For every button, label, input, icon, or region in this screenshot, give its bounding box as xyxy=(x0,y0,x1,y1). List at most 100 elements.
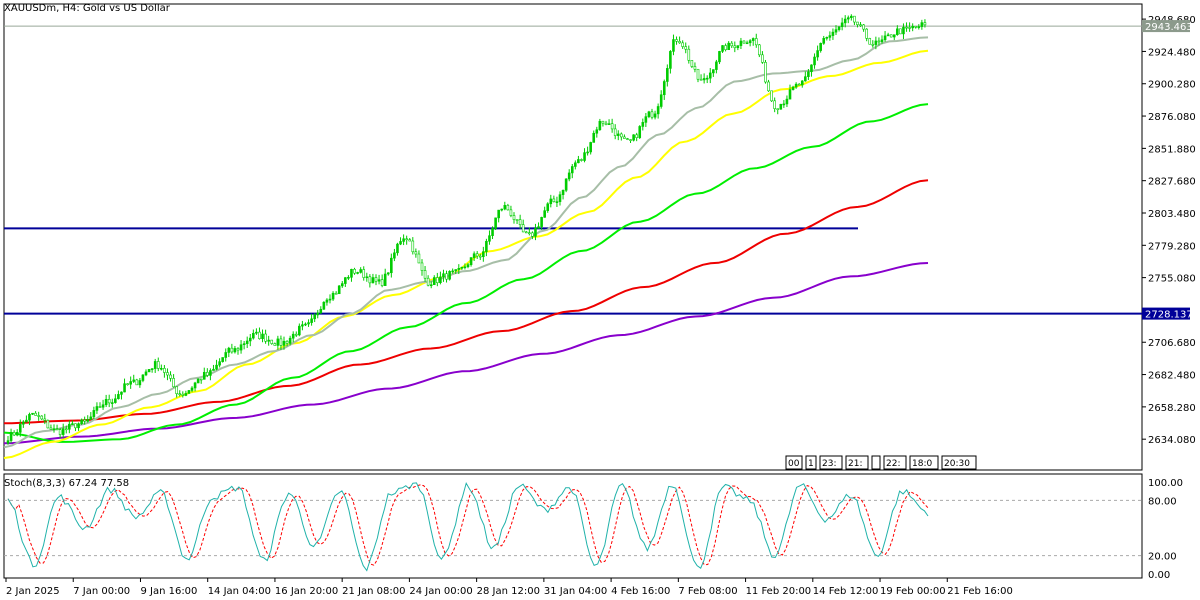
candle-body xyxy=(37,415,40,417)
x-tick-label: 14 Feb 12:00 xyxy=(813,586,879,597)
candle-body xyxy=(908,27,911,29)
candle-body xyxy=(724,45,727,51)
candle-body xyxy=(537,226,540,229)
candle-body xyxy=(230,347,234,353)
candle-body xyxy=(291,333,295,339)
candle-body xyxy=(561,190,565,195)
candle-body xyxy=(472,253,476,258)
candle-body xyxy=(359,269,362,273)
ma-red-line xyxy=(3,179,929,425)
candle-body xyxy=(822,38,826,44)
candle-body xyxy=(417,253,421,264)
candle-body xyxy=(528,232,531,235)
candle-body xyxy=(748,40,752,44)
current-price-tag xyxy=(1142,20,1190,33)
candle-body xyxy=(794,83,798,88)
candle-body xyxy=(138,380,142,386)
candle-body xyxy=(555,201,559,203)
candle-body xyxy=(791,86,795,90)
candle-body xyxy=(896,28,899,36)
stoch-level-label: 100.00 xyxy=(1148,478,1183,489)
candle-body xyxy=(831,31,835,36)
candle-body xyxy=(776,108,780,110)
candle-body xyxy=(22,421,25,425)
candle-body xyxy=(764,62,767,83)
candle-body xyxy=(730,42,734,47)
candle-body xyxy=(396,243,399,254)
candle-body xyxy=(40,415,44,420)
candle-body xyxy=(432,277,436,286)
candle-body xyxy=(739,40,743,46)
candle-body xyxy=(356,272,359,274)
candle-body xyxy=(365,276,369,279)
stoch-level-label: 20.00 xyxy=(1148,552,1177,563)
candle-body xyxy=(779,103,783,110)
candle-body xyxy=(273,343,277,346)
candle-body xyxy=(598,120,602,131)
candle-body xyxy=(426,277,430,286)
y-tick-label: 2634.080 xyxy=(1148,435,1196,446)
x-tick-label: 9 Jan 16:00 xyxy=(140,586,197,597)
candle-body xyxy=(666,68,669,82)
y-tick-label: 2779.280 xyxy=(1148,241,1196,252)
candle-body xyxy=(61,428,65,435)
candle-body xyxy=(804,76,807,82)
candle-body xyxy=(899,28,902,35)
candle-body xyxy=(610,123,614,130)
candle-body xyxy=(380,279,384,286)
candle-body xyxy=(546,203,550,211)
candlesticks xyxy=(6,14,927,445)
time-axis: 2 Jan 2025 7 Jan 00:00 9 Jan 16:00 14 Jan 0… xyxy=(5,578,1013,597)
candle-body xyxy=(586,151,589,154)
candle-body xyxy=(150,368,154,370)
candle-body xyxy=(675,39,678,42)
candle-body xyxy=(690,60,694,67)
stoch-main-line xyxy=(7,482,929,572)
horizontal-lines[interactable] xyxy=(4,25,1142,315)
time-scale-box-label: 18:0 xyxy=(912,459,932,469)
price-tags: 2943.463 2728.137 xyxy=(1142,20,1193,321)
x-tick-label: 4 Feb 16:00 xyxy=(611,586,670,597)
candle-body xyxy=(641,122,645,127)
candle-body xyxy=(816,50,819,58)
candle-body xyxy=(880,39,884,42)
candle-body xyxy=(834,29,838,33)
candle-body xyxy=(144,371,148,376)
candle-body xyxy=(589,142,592,153)
candle-body xyxy=(279,338,283,346)
candle-body xyxy=(371,277,375,284)
candle-body xyxy=(466,264,470,268)
candle-body xyxy=(344,277,347,284)
candle-body xyxy=(601,120,605,124)
candle-body xyxy=(454,269,458,272)
x-tick-label: 2 Jan 2025 xyxy=(6,586,60,597)
candle-body xyxy=(819,43,822,51)
candle-body xyxy=(193,382,197,389)
candle-body xyxy=(754,38,758,46)
candle-body xyxy=(169,374,172,379)
candle-body xyxy=(583,152,586,161)
candle-body xyxy=(325,299,329,303)
candle-body xyxy=(696,68,700,80)
candle-body xyxy=(718,51,721,63)
candle-body xyxy=(469,257,473,265)
candle-body xyxy=(374,277,378,282)
candle-body xyxy=(607,123,611,125)
candle-body xyxy=(653,113,657,118)
x-tick-label: 28 Jan 12:00 xyxy=(477,586,540,597)
stoch-level-lines xyxy=(4,499,1142,557)
stoch-signal-line xyxy=(7,484,929,566)
candle-body xyxy=(509,209,513,216)
candle-body xyxy=(285,340,289,344)
candle-body xyxy=(255,331,258,334)
candle-body xyxy=(390,257,393,274)
candle-body xyxy=(83,419,86,422)
candle-body xyxy=(846,17,850,20)
y-tick-label: 2900.280 xyxy=(1148,80,1196,91)
candle-body xyxy=(613,128,617,136)
candle-body xyxy=(261,333,264,340)
time-scale-box-label: 1 xyxy=(808,459,814,469)
candle-body xyxy=(785,98,789,105)
candle-body xyxy=(187,390,191,394)
x-tick-label: 19 Feb 00:00 xyxy=(880,586,946,597)
